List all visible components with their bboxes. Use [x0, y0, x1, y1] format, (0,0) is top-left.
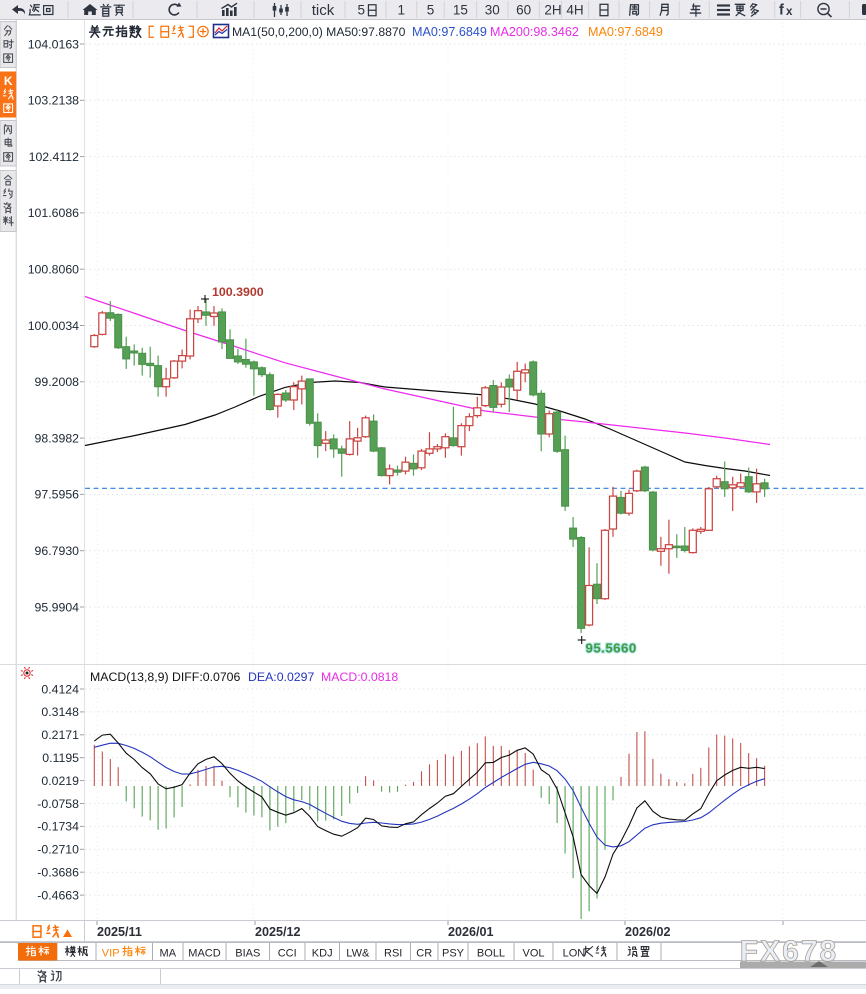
svg-text:PSY: PSY: [442, 948, 465, 960]
svg-text:x: x: [786, 6, 793, 18]
svg-text:15: 15: [453, 3, 468, 18]
svg-text:0.1195: 0.1195: [42, 751, 79, 765]
svg-text:MACD(13,8,9) DIFF:0.0706: MACD(13,8,9) DIFF:0.0706: [90, 670, 241, 684]
svg-text:-0.1734: -0.1734: [37, 820, 79, 834]
svg-text:5: 5: [358, 3, 366, 18]
svg-text:2H: 2H: [544, 3, 561, 18]
svg-text:5: 5: [427, 3, 435, 18]
svg-text:MA200:98.3462: MA200:98.3462: [490, 25, 579, 39]
svg-text:104.0163: 104.0163: [28, 37, 79, 51]
svg-text:4H: 4H: [566, 3, 583, 18]
svg-text:FX678: FX678: [740, 935, 838, 968]
svg-text:0.4124: 0.4124: [41, 682, 79, 696]
svg-text:2025/11: 2025/11: [97, 925, 142, 939]
svg-text:MA: MA: [160, 948, 177, 960]
svg-text:0.0219: 0.0219: [41, 774, 79, 788]
svg-text:0.3148: 0.3148: [41, 705, 79, 719]
svg-text:2026/01: 2026/01: [448, 925, 494, 939]
svg-text:60: 60: [516, 3, 531, 18]
svg-text:VOL: VOL: [522, 948, 544, 960]
svg-text:CR: CR: [416, 948, 432, 960]
svg-text:tick: tick: [312, 2, 335, 19]
svg-text:DEA:0.0297: DEA:0.0297: [248, 670, 314, 684]
svg-text:VIP: VIP: [102, 948, 120, 960]
svg-text:96.7930: 96.7930: [35, 544, 80, 558]
svg-text:100.0034: 100.0034: [28, 319, 79, 333]
svg-text:KDJ: KDJ: [312, 948, 333, 960]
svg-text:MACD:0.0818: MACD:0.0818: [321, 670, 398, 684]
svg-text:97.5956: 97.5956: [35, 488, 80, 502]
svg-text:RSI: RSI: [384, 948, 402, 960]
svg-text:1: 1: [398, 3, 406, 18]
svg-text:f: f: [779, 3, 784, 19]
svg-text:95.9904: 95.9904: [35, 600, 80, 614]
svg-text:-0.3686: -0.3686: [37, 866, 79, 880]
svg-text:MA0:97.6849: MA0:97.6849: [588, 25, 663, 39]
svg-text:K: K: [4, 74, 13, 88]
svg-text:-0.0758: -0.0758: [37, 797, 79, 811]
svg-text:LON: LON: [563, 948, 586, 960]
svg-text:2025/12: 2025/12: [255, 925, 301, 939]
svg-text:95.5660: 95.5660: [586, 641, 637, 656]
svg-text:MACD: MACD: [188, 948, 220, 960]
svg-text:99.2008: 99.2008: [35, 375, 80, 389]
svg-text:103.2138: 103.2138: [28, 94, 79, 108]
svg-text:CCI: CCI: [278, 948, 297, 960]
svg-text:LW&: LW&: [346, 948, 370, 960]
svg-text:MA1(50,0,200,0) MA50:97.8870: MA1(50,0,200,0) MA50:97.8870: [232, 25, 406, 39]
svg-text:2026/02: 2026/02: [625, 925, 671, 939]
svg-text:98.3982: 98.3982: [35, 431, 80, 445]
svg-text:30: 30: [485, 3, 500, 18]
svg-text:-0.4663: -0.4663: [37, 888, 79, 902]
svg-text:-0.2710: -0.2710: [37, 843, 79, 857]
svg-text:BOLL: BOLL: [477, 948, 505, 960]
svg-text:BIAS: BIAS: [235, 948, 260, 960]
svg-text:101.6086: 101.6086: [28, 206, 79, 220]
svg-text:100.8060: 100.8060: [28, 263, 79, 277]
svg-text:0.2171: 0.2171: [41, 728, 79, 742]
svg-text:102.4112: 102.4112: [29, 150, 80, 164]
svg-text:MA0:97.6849: MA0:97.6849: [412, 25, 487, 39]
svg-text:100.3900: 100.3900: [212, 285, 264, 299]
